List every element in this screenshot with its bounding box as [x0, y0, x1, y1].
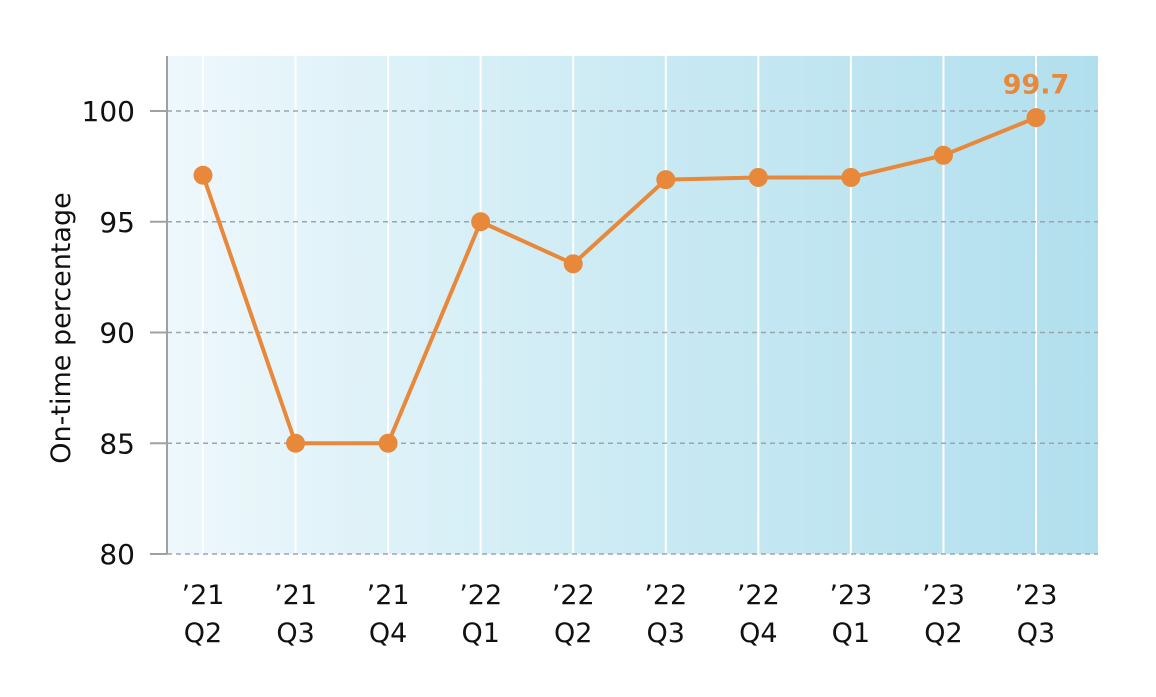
- x-tick-label-year: ’21: [274, 580, 317, 611]
- y-tick-label: 80: [99, 538, 135, 571]
- x-tick-label-year: ’22: [737, 580, 780, 611]
- y-tick-label: 100: [82, 95, 135, 128]
- data-point: [471, 212, 491, 232]
- data-point: [656, 170, 676, 190]
- data-point: [841, 167, 861, 187]
- y-tick-label: 90: [99, 317, 135, 350]
- x-tick-label-quarter: Q2: [554, 618, 592, 649]
- series-line: [201, 115, 1037, 446]
- plot-background: [167, 56, 1098, 554]
- x-tick-label-quarter: Q1: [832, 618, 870, 649]
- x-tick-label-quarter: Q3: [276, 618, 314, 649]
- x-tick-label-year: ’23: [1015, 580, 1058, 611]
- data-point: [1026, 108, 1046, 128]
- data-point: [748, 167, 768, 187]
- x-tick-label-year: ’21: [367, 580, 410, 611]
- x-tick-label-year: ’22: [552, 580, 595, 611]
- x-tick-label-quarter: Q1: [461, 618, 499, 649]
- x-tick-label-year: ’23: [922, 580, 965, 611]
- data-point: [193, 165, 213, 185]
- data-point: [378, 433, 398, 453]
- x-tick-label-quarter: Q2: [924, 618, 962, 649]
- y-axis-label: On-time percentage: [46, 192, 77, 463]
- data-point: [563, 254, 583, 274]
- data-label-last: 99.7: [1003, 70, 1070, 101]
- x-tick-label-quarter: Q3: [1017, 618, 1055, 649]
- y-tick-label: 85: [99, 427, 135, 460]
- x-tick-label-quarter: Q4: [739, 618, 777, 649]
- data-point: [933, 145, 953, 165]
- y-tick-label: 95: [99, 206, 135, 239]
- x-tick-label-year: ’22: [459, 580, 502, 611]
- x-tick-label-year: ’23: [829, 580, 872, 611]
- x-tick-label-year: ’21: [182, 580, 225, 611]
- data-point: [286, 433, 306, 453]
- x-tick-label-quarter: Q4: [369, 618, 407, 649]
- x-tick-label-quarter: Q3: [647, 618, 685, 649]
- x-tick-label-quarter: Q2: [184, 618, 222, 649]
- x-tick-label-year: ’22: [644, 580, 687, 611]
